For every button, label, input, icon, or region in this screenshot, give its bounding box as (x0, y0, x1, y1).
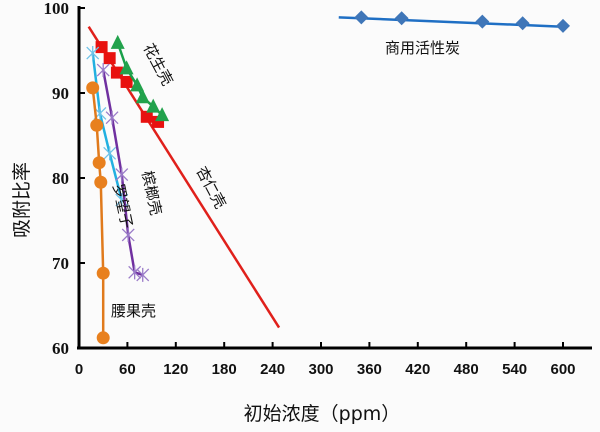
x-tick-label: 120 (163, 361, 188, 378)
series-4-point (136, 267, 150, 282)
series-0-point (394, 11, 409, 26)
label-commercial-carbon: 商用活性炭 (385, 39, 460, 57)
series-1-point (110, 66, 123, 79)
series-5-point (94, 175, 108, 189)
x-tick-label: 600 (550, 361, 575, 378)
y-tick-label: 60 (52, 339, 69, 358)
series-2-point (155, 107, 170, 122)
x-tick-label: 60 (119, 361, 136, 378)
series-1-point (103, 52, 116, 65)
x-tick-label: 480 (454, 361, 479, 378)
y-tick-label: 100 (44, 0, 70, 18)
x-tick-label: 360 (357, 361, 382, 378)
series-0-line (338, 16, 564, 28)
series-4-point (128, 265, 142, 280)
series-5-point (96, 331, 110, 345)
series-1-point (140, 110, 153, 123)
series-2-point (110, 34, 125, 49)
series-5-point (96, 266, 110, 280)
y-tick-label: 80 (52, 169, 69, 188)
series-0-point (354, 10, 369, 25)
series-5-point (90, 118, 104, 132)
series-1-point (95, 41, 108, 54)
x-tick-label: 540 (502, 361, 527, 378)
series-4-line (101, 69, 144, 277)
series-1-point (120, 75, 133, 88)
x-tick-label: 300 (308, 361, 333, 378)
series-0-point (475, 14, 490, 29)
series-4-point (105, 110, 119, 125)
x-tick-label: 0 (75, 361, 83, 378)
label-almond-shell: 杏仁壳 (192, 163, 229, 211)
x-axis-title: 初始浓度（ppm） (244, 403, 401, 425)
series-5-point (92, 156, 106, 170)
series-4-point (121, 227, 135, 242)
y-tick-label: 70 (52, 254, 69, 273)
x-tick-label: 240 (260, 361, 285, 378)
series-0-point (515, 16, 530, 31)
series-0-point (556, 18, 570, 33)
label-peanut-shell: 花生壳 (139, 40, 176, 88)
plot-area: 60 70 80 90 100 0 60 120 180 240 300 360 420 480 540 60… (44, 0, 592, 378)
label-areca-shell: 槟榔壳 (138, 169, 165, 217)
series-2-point (135, 89, 150, 104)
series-2-point (130, 77, 145, 92)
series-5-point (86, 81, 100, 95)
series-2-point (119, 60, 134, 75)
x-tick-label: 420 (405, 361, 430, 378)
series-2-point (146, 98, 161, 113)
series-4-point (96, 63, 110, 78)
series-4-point (115, 167, 129, 182)
y-tick-label: 90 (52, 84, 69, 103)
series-3-point (86, 46, 100, 61)
y-axis-title: 吸附比率 (11, 162, 33, 238)
x-tick-label: 180 (212, 361, 237, 378)
label-tamarind: 罗望子 (109, 182, 136, 230)
label-cashew-shell: 腰果壳 (111, 302, 156, 320)
series-3-point (103, 146, 117, 161)
